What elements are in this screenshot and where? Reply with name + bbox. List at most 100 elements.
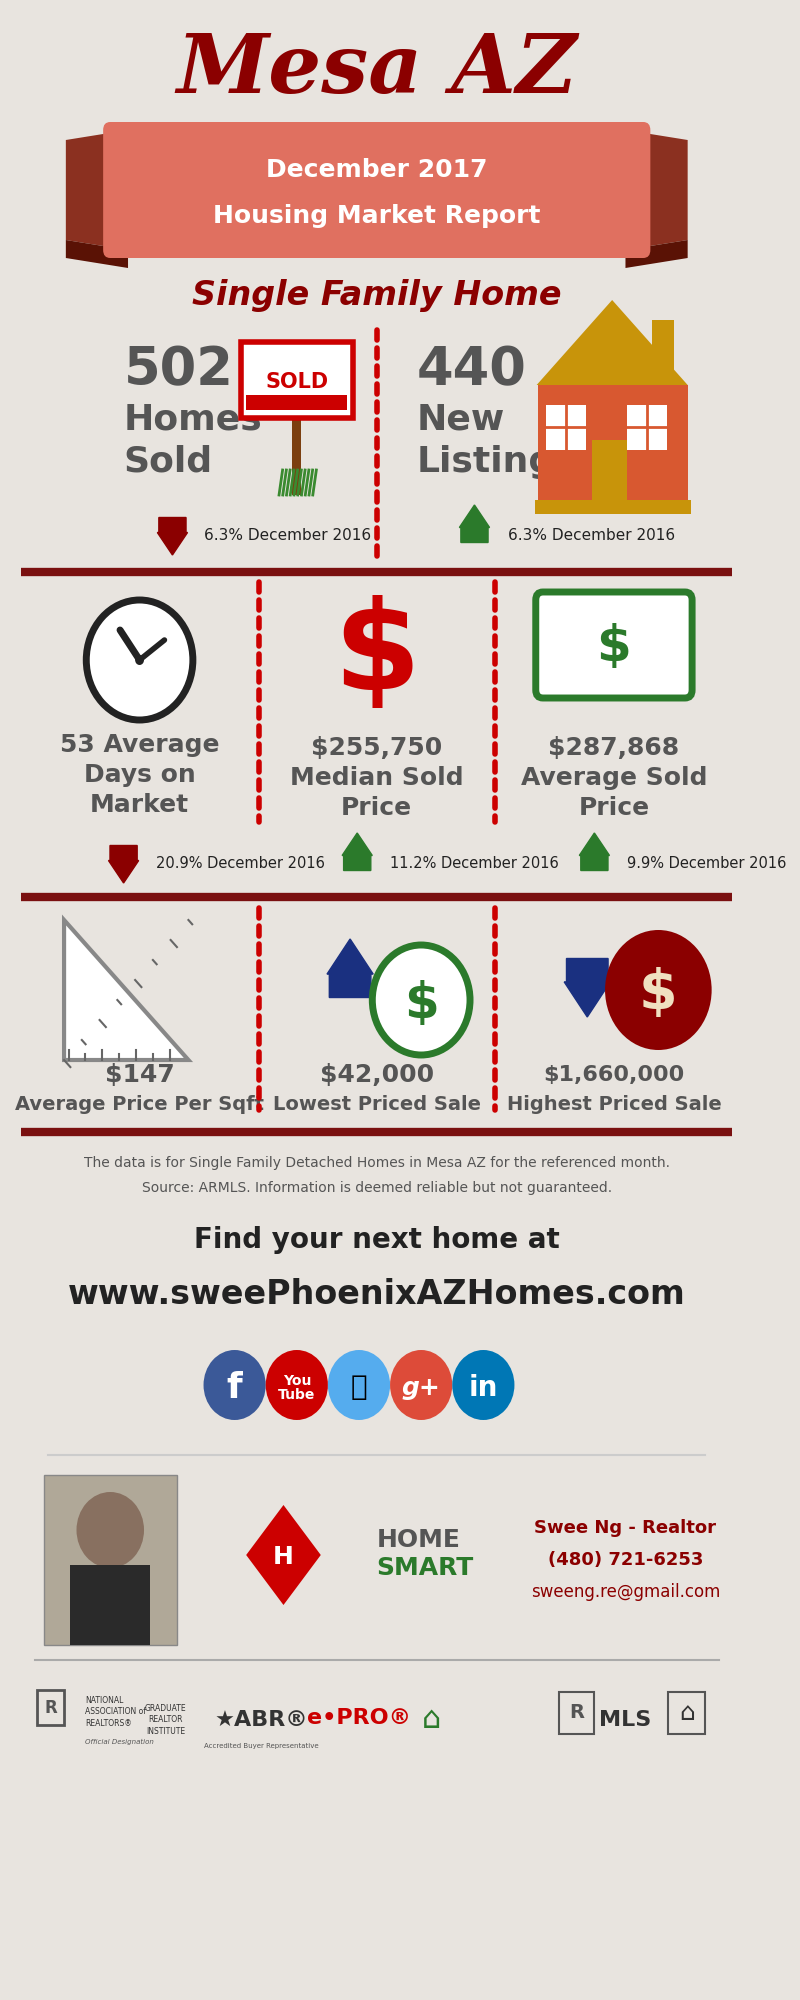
Bar: [627, 404, 667, 450]
Polygon shape: [246, 1504, 321, 1604]
Bar: [535, 500, 691, 514]
Text: www.sweePhoenixAZHomes.com: www.sweePhoenixAZHomes.com: [68, 1278, 686, 1312]
Text: e•PRO®: e•PRO®: [307, 1708, 411, 1728]
Text: Swee Ng - Realtor: Swee Ng - Realtor: [534, 1520, 717, 1536]
Text: 6.3% December 2016: 6.3% December 2016: [203, 528, 370, 544]
Text: Price: Price: [341, 796, 412, 820]
Text: Official Designation: Official Designation: [86, 1738, 154, 1746]
Bar: [538, 384, 688, 500]
FancyBboxPatch shape: [241, 342, 353, 418]
Text: $147: $147: [105, 1064, 174, 1088]
Text: Accredited Buyer Representative: Accredited Buyer Representative: [204, 1742, 318, 1748]
Circle shape: [390, 1350, 452, 1420]
Text: f: f: [226, 1372, 242, 1404]
Text: MLS: MLS: [599, 1710, 652, 1730]
Text: SMART: SMART: [377, 1556, 474, 1580]
Bar: [559, 1692, 594, 1734]
Text: $: $: [597, 624, 631, 672]
Circle shape: [605, 930, 712, 1050]
Circle shape: [452, 1350, 514, 1420]
Text: $287,868: $287,868: [548, 736, 679, 760]
Text: New: New: [417, 404, 505, 438]
Circle shape: [77, 1492, 144, 1568]
Text: 20.9% December 2016: 20.9% December 2016: [157, 856, 326, 872]
Text: HOME: HOME: [377, 1528, 461, 1552]
Text: GRADUATE
REALTOR
INSTITUTE: GRADUATE REALTOR INSTITUTE: [145, 1704, 186, 1736]
Bar: [668, 1692, 706, 1734]
Text: ⌂: ⌂: [679, 1700, 694, 1724]
Polygon shape: [342, 832, 372, 870]
Bar: [592, 440, 627, 500]
Text: The data is for Single Family Detached Homes in Mesa AZ for the referenced month: The data is for Single Family Detached H…: [84, 1156, 670, 1170]
Bar: [652, 320, 674, 376]
Text: You: You: [282, 1374, 311, 1388]
Text: Average Price Per Sqft: Average Price Per Sqft: [15, 1096, 264, 1114]
Text: 9.9% December 2016: 9.9% December 2016: [627, 856, 786, 872]
Text: Mesa AZ: Mesa AZ: [176, 30, 577, 110]
Text: Days on: Days on: [84, 762, 195, 786]
Polygon shape: [579, 832, 610, 870]
Text: $1,660,000: $1,660,000: [543, 1064, 685, 1084]
Polygon shape: [327, 940, 373, 998]
Text: Homes: Homes: [123, 404, 262, 438]
Text: in: in: [469, 1374, 498, 1402]
Bar: [408, 1692, 457, 1742]
Polygon shape: [564, 958, 610, 1016]
Polygon shape: [626, 130, 688, 250]
Text: Tube: Tube: [278, 1388, 315, 1402]
Text: December 2017: December 2017: [266, 158, 487, 182]
Text: $255,750: $255,750: [311, 736, 442, 760]
Text: Single Family Home: Single Family Home: [192, 278, 562, 312]
Text: 502: 502: [123, 344, 234, 396]
Bar: [44, 1476, 177, 1644]
Bar: [246, 396, 347, 410]
Polygon shape: [158, 518, 187, 554]
Text: 🐦: 🐦: [350, 1372, 367, 1400]
Text: $: $: [639, 968, 678, 1020]
Polygon shape: [66, 240, 128, 268]
Text: 440: 440: [417, 344, 526, 396]
Text: Find your next home at: Find your next home at: [194, 1226, 560, 1254]
Polygon shape: [66, 130, 128, 250]
Circle shape: [86, 600, 193, 720]
Text: $: $: [404, 980, 438, 1028]
Text: $42,000: $42,000: [320, 1064, 434, 1088]
Text: 6.3% December 2016: 6.3% December 2016: [508, 528, 675, 544]
Text: ★ABR®: ★ABR®: [214, 1710, 308, 1730]
Polygon shape: [109, 846, 138, 884]
Text: sweeng.re@gmail.com: sweeng.re@gmail.com: [530, 1584, 720, 1600]
Bar: [292, 350, 302, 494]
Text: R: R: [44, 1700, 57, 1716]
Bar: [546, 404, 586, 450]
Polygon shape: [626, 240, 688, 268]
Polygon shape: [64, 920, 189, 1060]
Text: Average Sold: Average Sold: [521, 766, 707, 790]
Text: Price: Price: [578, 796, 650, 820]
Circle shape: [372, 946, 470, 1056]
FancyBboxPatch shape: [536, 592, 692, 698]
Circle shape: [203, 1350, 266, 1420]
Text: R: R: [569, 1704, 584, 1722]
Text: $: $: [334, 594, 420, 716]
Text: NATIONAL
ASSOCIATION of
REALTORS®: NATIONAL ASSOCIATION of REALTORS®: [86, 1696, 146, 1728]
Circle shape: [266, 1350, 328, 1420]
Bar: [38, 1690, 64, 1724]
Text: Lowest Priced Sale: Lowest Priced Sale: [273, 1096, 481, 1114]
Bar: [70, 1564, 150, 1644]
Circle shape: [135, 656, 144, 664]
Text: H: H: [273, 1544, 294, 1568]
Text: 53 Average: 53 Average: [60, 732, 219, 756]
Circle shape: [328, 1350, 390, 1420]
Polygon shape: [459, 504, 490, 542]
Text: Listing: Listing: [417, 446, 555, 478]
Text: SOLD: SOLD: [266, 372, 328, 392]
Text: Source: ARMLS. Information is deemed reliable but not guaranteed.: Source: ARMLS. Information is deemed rel…: [142, 1180, 612, 1194]
Text: Median Sold: Median Sold: [290, 766, 463, 790]
Text: (480) 721-6253: (480) 721-6253: [548, 1552, 703, 1568]
Text: Housing Market Report: Housing Market Report: [213, 204, 541, 228]
Text: g+: g+: [402, 1376, 441, 1400]
Polygon shape: [537, 300, 688, 384]
Text: Market: Market: [90, 792, 189, 816]
FancyBboxPatch shape: [103, 122, 650, 258]
Text: Sold: Sold: [123, 446, 213, 478]
